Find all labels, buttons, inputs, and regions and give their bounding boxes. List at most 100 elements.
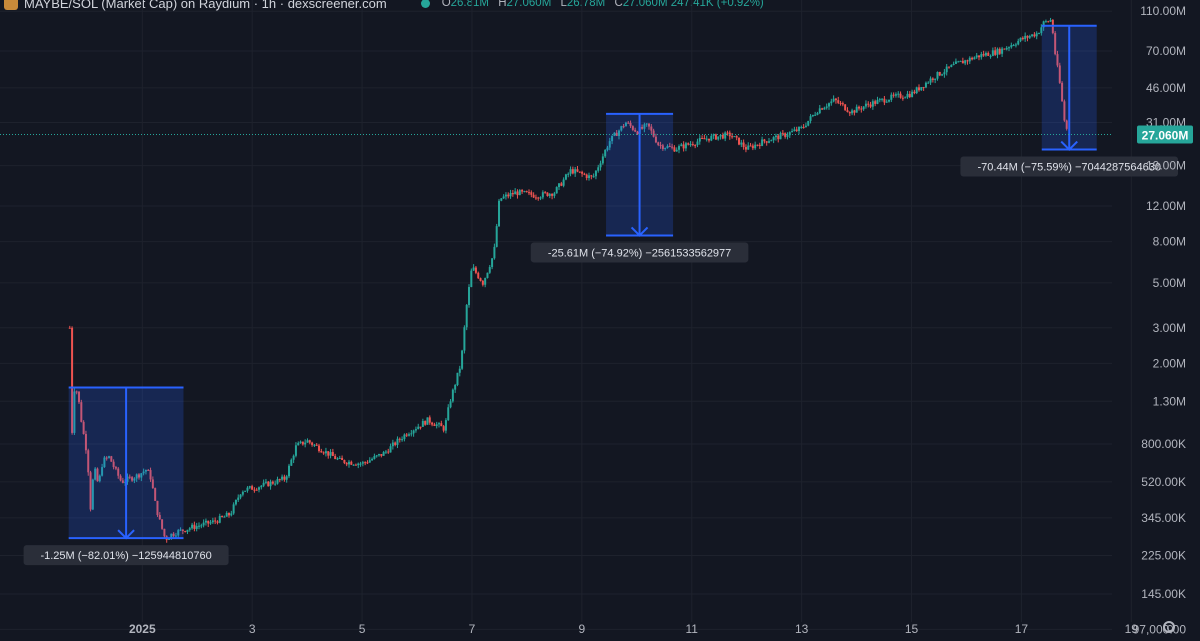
candle-body bbox=[114, 467, 117, 469]
x-tick-label: 3 bbox=[249, 622, 256, 636]
candle-body bbox=[188, 528, 191, 530]
candle-body bbox=[747, 145, 750, 150]
candle-body bbox=[241, 491, 244, 495]
candle-body bbox=[581, 171, 584, 174]
token-logo-icon bbox=[4, 0, 18, 10]
candle-body bbox=[149, 470, 152, 480]
candle-body bbox=[401, 439, 404, 441]
settings-gear-icon[interactable] bbox=[1163, 621, 1175, 633]
candle-body bbox=[878, 99, 881, 101]
candle-body bbox=[839, 102, 842, 104]
candle-body bbox=[844, 104, 847, 111]
candle-body bbox=[433, 424, 436, 426]
candle-body bbox=[101, 467, 104, 476]
candle-body bbox=[1017, 40, 1020, 45]
candle-body bbox=[304, 442, 307, 445]
candle-body bbox=[1056, 54, 1059, 66]
y-tick-label: 345.00K bbox=[1141, 511, 1186, 525]
candle-body bbox=[689, 144, 692, 146]
candle-body bbox=[800, 126, 803, 128]
candle-body bbox=[119, 475, 122, 481]
measure-label: -70.44M (−75.59%) −7044287564630 bbox=[977, 162, 1160, 174]
candle-body bbox=[338, 457, 341, 459]
candle-body bbox=[184, 530, 187, 532]
candle-body bbox=[488, 267, 491, 273]
candle-body bbox=[472, 267, 475, 271]
x-tick-label: 7 bbox=[469, 622, 476, 636]
x-tick-label: 2025 bbox=[129, 622, 156, 636]
candle-body bbox=[477, 272, 480, 279]
candle-body bbox=[218, 516, 221, 523]
candle-body bbox=[142, 471, 145, 474]
candle-body bbox=[622, 126, 625, 128]
candle-body bbox=[1021, 37, 1024, 40]
candle-body bbox=[297, 442, 300, 446]
candle-body bbox=[777, 135, 780, 140]
candle-body bbox=[613, 132, 616, 136]
candle-body bbox=[756, 144, 759, 146]
candle-body bbox=[202, 522, 205, 526]
candle-body bbox=[479, 278, 482, 281]
candle-body bbox=[391, 442, 394, 447]
candle-body bbox=[306, 440, 309, 443]
candle-body bbox=[837, 100, 840, 103]
high-label: H bbox=[498, 0, 507, 9]
candle-body bbox=[714, 134, 717, 140]
candle-body bbox=[641, 127, 644, 129]
y-tick-label: 19.00M bbox=[1146, 159, 1186, 173]
x-tick-label: 15 bbox=[905, 622, 919, 636]
candle-body bbox=[768, 141, 771, 143]
candle-body bbox=[170, 533, 173, 539]
candle-body bbox=[117, 468, 120, 476]
candle-body bbox=[578, 171, 581, 173]
candle-body bbox=[361, 462, 364, 464]
candle-body bbox=[301, 441, 304, 445]
close-value: 27.060M bbox=[622, 0, 668, 9]
candle-body bbox=[855, 106, 858, 113]
candle-body bbox=[678, 146, 681, 150]
candle-body bbox=[597, 167, 600, 171]
candle-body bbox=[892, 94, 895, 96]
candle-body bbox=[675, 149, 678, 152]
candle-body bbox=[294, 445, 297, 456]
candle-body bbox=[899, 93, 902, 98]
candle-body bbox=[318, 445, 321, 452]
candle-body bbox=[327, 451, 330, 456]
candle-body bbox=[237, 497, 240, 500]
ohlc-readout: O26.81M H27.060M L26.78M C27.060M 247.41… bbox=[442, 0, 764, 9]
x-tick-label: 9 bbox=[579, 622, 586, 636]
candle-body bbox=[574, 169, 577, 174]
candle-body bbox=[258, 487, 261, 490]
candle-body bbox=[830, 101, 833, 104]
candle-body bbox=[211, 520, 214, 523]
candle-body bbox=[465, 305, 468, 328]
candle-body bbox=[671, 146, 674, 148]
candle-body bbox=[927, 82, 930, 84]
candle-body bbox=[751, 145, 754, 149]
candle-body bbox=[518, 190, 521, 196]
candle-body bbox=[329, 452, 332, 456]
candle-body bbox=[373, 456, 376, 459]
y-tick-label: 70.00M bbox=[1146, 44, 1186, 58]
candle-body bbox=[269, 481, 272, 487]
candle-body bbox=[551, 193, 554, 196]
y-tick-label: 3.00M bbox=[1153, 321, 1186, 335]
candle-body bbox=[950, 64, 953, 68]
candle-body bbox=[357, 463, 360, 466]
candle-body bbox=[588, 175, 591, 179]
candle-body bbox=[558, 183, 561, 188]
candle-body bbox=[952, 63, 955, 65]
candle-body bbox=[731, 136, 734, 138]
candle-body bbox=[1010, 45, 1013, 48]
y-tick-label: 225.00K bbox=[1141, 548, 1186, 562]
candle-body bbox=[920, 87, 923, 91]
candle-body bbox=[885, 101, 888, 103]
candle-body bbox=[996, 48, 999, 55]
low-label: L bbox=[560, 0, 567, 9]
candle-body bbox=[311, 442, 314, 445]
candle-body bbox=[232, 504, 235, 514]
candle-body bbox=[500, 198, 503, 201]
candle-body bbox=[894, 94, 897, 96]
candle-body bbox=[781, 133, 784, 135]
